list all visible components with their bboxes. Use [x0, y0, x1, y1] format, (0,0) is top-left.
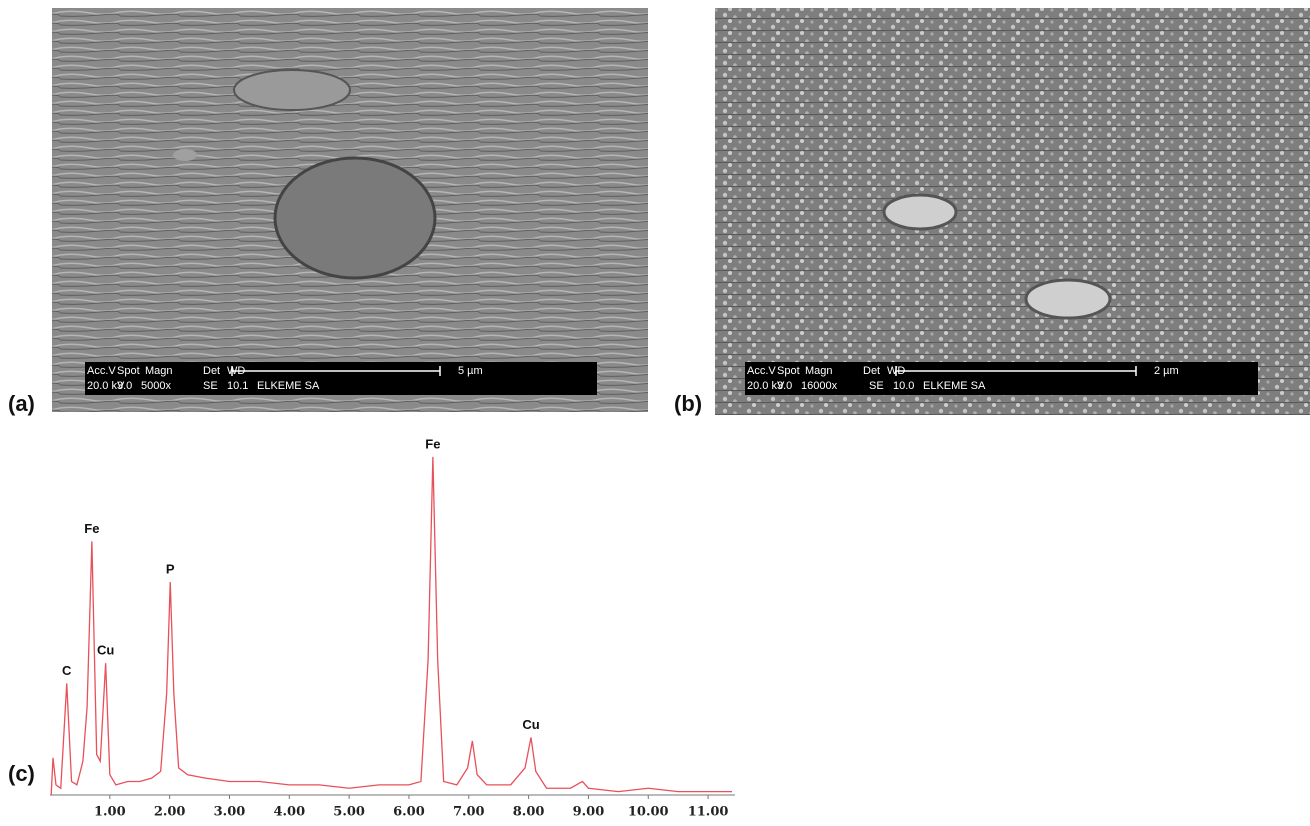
panel-label: (a) [8, 391, 35, 416]
bar-header: Magn [145, 365, 173, 377]
x-tick-label: 1.00 [94, 805, 126, 820]
panel-label: (b) [674, 391, 702, 416]
peak-label: P [166, 561, 175, 576]
x-tick-label: 4.00 [273, 805, 305, 820]
bar-header: Det [863, 365, 880, 377]
bar-value: 20.0 kV [87, 380, 125, 392]
x-tick-label: 9.00 [573, 805, 605, 820]
info-bar [745, 362, 1258, 395]
spectrum-line [50, 456, 733, 796]
x-tick-label: 11.00 [688, 805, 729, 820]
bar-value: 3.0 [117, 380, 132, 392]
bar-header: Spot [777, 365, 800, 377]
bar-header: Acc.V [87, 365, 116, 377]
scale-bar [231, 366, 441, 376]
scale-bar [895, 366, 1137, 376]
bar-header: Det [203, 365, 220, 377]
x-tick-label: 2.00 [154, 805, 186, 820]
info-bar [85, 362, 597, 395]
sem-image-a [52, 8, 648, 412]
scale-label: 2 µm [1154, 365, 1179, 377]
bar-value: 3.0 [777, 380, 792, 392]
x-tick-label: 7.00 [453, 805, 485, 820]
bar-header: Acc.V [747, 365, 776, 377]
bar-value: SE [869, 380, 884, 392]
bar-value: ELKEME SA [257, 380, 320, 392]
bar-value: 20.0 kV [747, 380, 785, 392]
bar-header: Magn [805, 365, 833, 377]
x-tick-label: 10.00 [628, 805, 669, 820]
sem-image-b [715, 8, 1310, 415]
bar-value: 10.1 [227, 380, 248, 392]
peak-label: Cu [97, 643, 114, 658]
x-tick-label: 6.00 [393, 805, 425, 820]
bar-value: 16000x [801, 380, 838, 392]
bar-header: Spot [117, 365, 140, 377]
bar-value: 10.0 [893, 380, 914, 392]
scale-label: 5 µm [458, 365, 483, 377]
bar-value: SE [203, 380, 218, 392]
panel-label: (c) [8, 761, 35, 786]
peak-label: Cu [522, 717, 539, 732]
bar-value: 5000x [141, 380, 171, 392]
x-tick-label: 5.00 [333, 805, 365, 820]
x-tick-label: 3.00 [214, 805, 246, 820]
x-tick-label: 8.00 [513, 805, 545, 820]
bar-value: ELKEME SA [923, 380, 986, 392]
peak-label: C [62, 663, 72, 678]
peak-label: Fe [425, 436, 440, 451]
peak-label: Fe [84, 521, 99, 536]
